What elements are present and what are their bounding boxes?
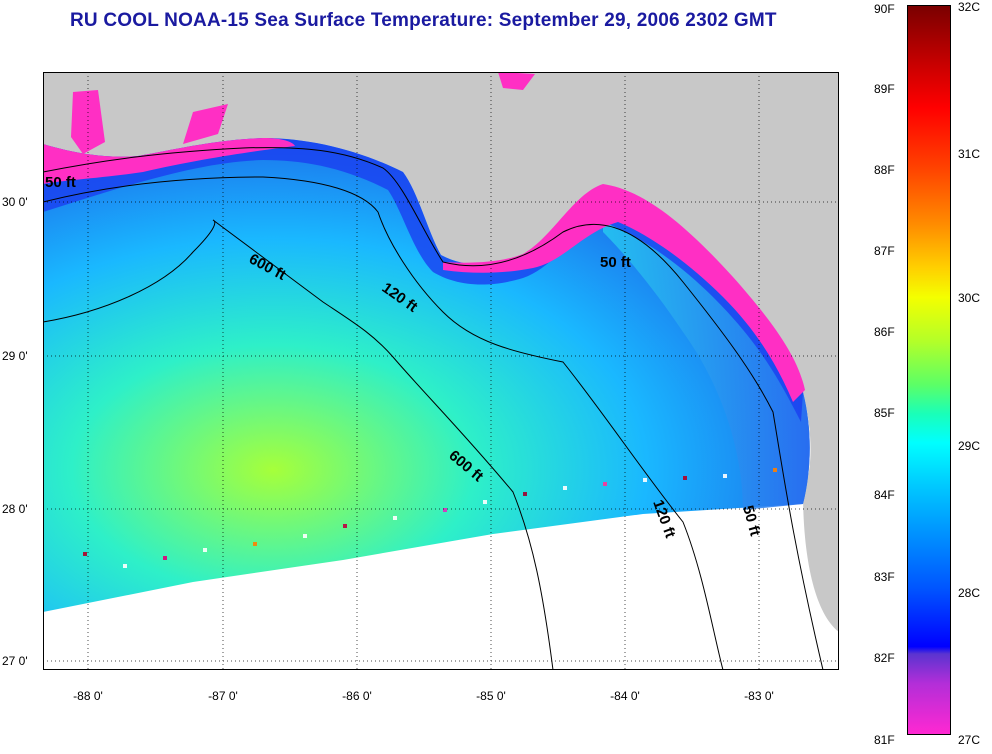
- colorbar-label-29c: 29C: [958, 439, 981, 453]
- lat-label-29: 29 0': [2, 349, 28, 363]
- map-title: RU COOL NOAA-15 Sea Surface Temperature:…: [70, 10, 777, 31]
- colorbar-label-85f: 85F: [874, 406, 895, 420]
- colorbar-label-88f: 88F: [874, 163, 895, 177]
- colorbar-label-31c: 31C: [958, 147, 981, 161]
- contour-label-50ft-east: 50 ft: [600, 254, 631, 271]
- warm-bay-west: [71, 90, 105, 154]
- colorbar-label-81f: 81F: [874, 733, 895, 747]
- lon-label-84: -84 0': [610, 689, 640, 703]
- colorbar-label-87f: 87F: [874, 244, 895, 258]
- colorbar-label-86f: 86F: [874, 325, 895, 339]
- warm-bay-mobile: [183, 104, 228, 144]
- colorbar-label-84f: 84F: [874, 488, 895, 502]
- colorbar-label-32c: 32C: [958, 0, 981, 14]
- colorbar-label-28c: 28C: [958, 586, 981, 600]
- cool-shelf-east: [603, 190, 810, 510]
- colorbar-label-82f: 82F: [874, 651, 895, 665]
- lon-label-85: -85 0': [476, 689, 506, 703]
- graticule: [43, 72, 839, 670]
- lon-label-83: -83 0': [744, 689, 774, 703]
- noise-band: [83, 468, 777, 568]
- contour-600ft: [43, 219, 554, 670]
- warm-patch-north: [498, 72, 535, 90]
- contour-120ft: [43, 176, 724, 670]
- colorbar-label-89f: 89F: [874, 82, 895, 96]
- lon-label-86: -86 0': [342, 689, 372, 703]
- map-frame: [43, 72, 839, 670]
- sst-map: 50 ft 600 ft 120 ft 50 ft 600 ft 120 ft …: [43, 72, 839, 670]
- warm-nearshore-bigbend: [443, 184, 805, 402]
- contour-label-50ft-west: 50 ft: [45, 174, 76, 191]
- sst-coverage: [43, 138, 810, 612]
- contour-50ft: [43, 147, 824, 670]
- lon-label-88: -88 0': [73, 689, 103, 703]
- warm-nearshore-west: [43, 138, 295, 184]
- lat-label-28: 28 0': [2, 502, 28, 516]
- lon-label-87: -87 0': [208, 689, 238, 703]
- colorbar-label-83f: 83F: [874, 570, 895, 584]
- colorbar-label-30c: 30C: [958, 291, 981, 305]
- colorbar-label-27c: 27C: [958, 733, 981, 747]
- lat-label-27: 27 0': [2, 654, 28, 668]
- colorbar-label-90f: 90F: [874, 2, 895, 16]
- temperature-colorbar: [907, 5, 951, 735]
- lat-label-30: 30 0': [2, 195, 28, 209]
